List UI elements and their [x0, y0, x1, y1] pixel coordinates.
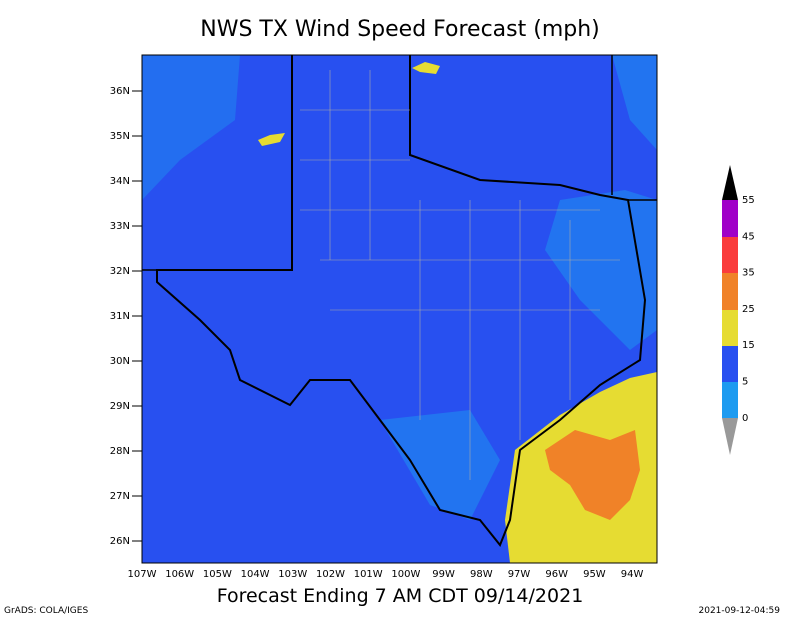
colorbar-segment: [722, 237, 738, 273]
colorbar-top: [722, 165, 738, 200]
longitude-label: 97W: [508, 569, 531, 580]
longitude-label: 96W: [545, 569, 568, 580]
colorbar-label: 5: [742, 377, 748, 388]
longitude-label: 101W: [354, 569, 383, 580]
latitude-label: 33N: [110, 221, 130, 232]
county-lines: [300, 70, 620, 480]
colorbar-label: 45: [742, 231, 755, 242]
colorbar-label: 0: [742, 413, 748, 424]
state-borders: [142, 55, 657, 271]
longitude-label: 105W: [203, 569, 232, 580]
latitude-label: 26N: [110, 536, 130, 547]
colorbar-segment: [722, 200, 738, 237]
longitude-label: 104W: [241, 569, 270, 580]
title: NWS TX Wind Speed Forecast (mph): [200, 17, 600, 42]
colorbar-label: 25: [742, 304, 755, 315]
strong-wind-spot: [258, 133, 285, 146]
colorbar-label: 55: [742, 195, 755, 206]
latitude-label: 31N: [110, 311, 130, 322]
credit: GrADS: COLA/IGES: [4, 606, 88, 616]
longitude-label: 95W: [583, 569, 606, 580]
latitude-label: 36N: [110, 86, 130, 97]
longitude-label: 107W: [128, 569, 157, 580]
footer: Forecast Ending 7 AM CDT 09/14/2021: [217, 585, 584, 607]
colorbar-segment: [722, 382, 738, 418]
latitude-label: 27N: [110, 491, 130, 502]
latitude-label: 35N: [110, 131, 130, 142]
latitude-label: 32N: [110, 266, 130, 277]
longitude-label: 103W: [278, 569, 307, 580]
strong-wind-spot: [412, 62, 440, 74]
colorbar: [722, 165, 738, 455]
colorbar-segment: [722, 346, 738, 382]
longitude-label: 100W: [391, 569, 420, 580]
latitude-label: 30N: [110, 356, 130, 367]
latitude-label: 28N: [110, 446, 130, 457]
light-wind-patch: [612, 55, 657, 150]
colorbar-label: 35: [742, 268, 755, 279]
colorbar-label: 15: [742, 340, 755, 351]
map-frame: [141, 54, 658, 564]
longitude-axis: 107W 106W 105W 104W 103W 102W 101W 100W 99W 98W 97…: [128, 569, 644, 580]
longitude-label: 94W: [621, 569, 644, 580]
longitude-label: 106W: [165, 569, 194, 580]
latitude-label: 34N: [110, 176, 130, 187]
colorbar-segment: [722, 273, 738, 310]
colorbar-bottom: [722, 418, 738, 455]
timestamp: 2021-09-12-04:59: [699, 606, 781, 616]
colorbar-segment: [722, 310, 738, 346]
texas-border: [156, 55, 647, 547]
colorbar-labels: 55 45 35 25 15 5 0: [742, 195, 755, 424]
longitude-label: 98W: [470, 569, 493, 580]
latitude-axis: 36N 35N 34N 33N 32N 31N 30N 29N 28N 27N 26N: [110, 86, 142, 547]
map-area: [141, 54, 658, 564]
light-wind-patch: [545, 190, 657, 350]
light-wind-patch: [142, 55, 240, 200]
strongest-wind-area: [545, 430, 640, 520]
longitude-label: 99W: [432, 569, 455, 580]
longitude-label: 102W: [316, 569, 345, 580]
latitude-label: 29N: [110, 401, 130, 412]
